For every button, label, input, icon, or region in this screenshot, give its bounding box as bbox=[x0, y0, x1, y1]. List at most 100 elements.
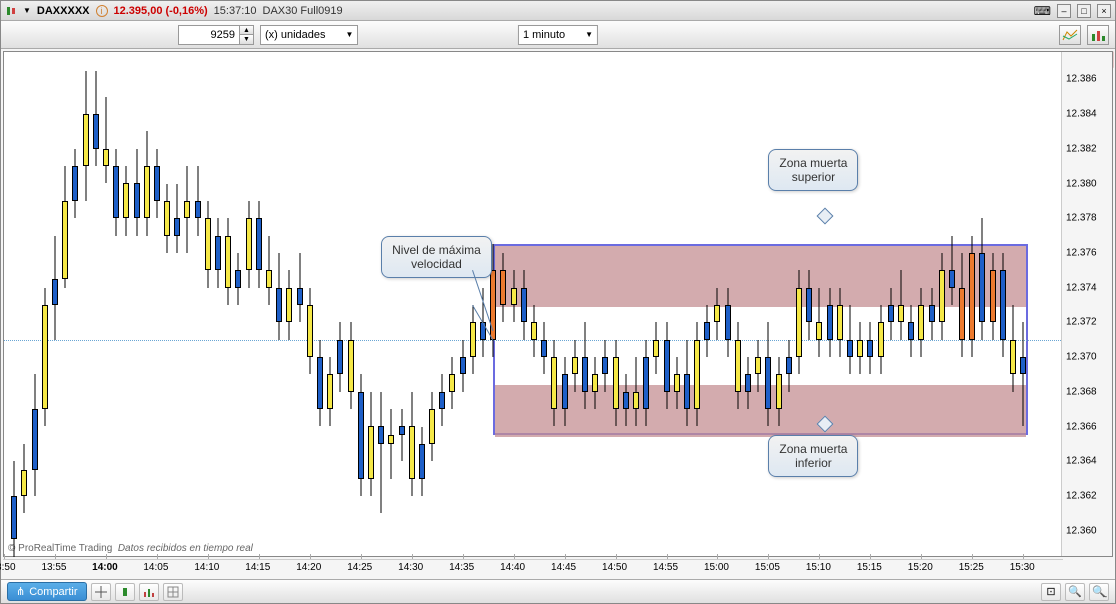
quantity-spinner[interactable]: ▲▼ bbox=[178, 25, 254, 45]
candle bbox=[399, 409, 405, 461]
x-tick-label: 14:35 bbox=[449, 562, 474, 573]
candle bbox=[562, 357, 568, 426]
timeframe-combo[interactable]: 1 minuto ▼ bbox=[518, 25, 598, 45]
tool-candle[interactable] bbox=[115, 583, 135, 601]
candle-icon bbox=[5, 5, 17, 17]
x-tick-label: 15:05 bbox=[755, 562, 780, 573]
time-label: 15:37:10 bbox=[214, 5, 257, 17]
y-tick-label: 12.378 bbox=[1066, 213, 1097, 224]
keyboard-icon[interactable]: ⌨ bbox=[1034, 4, 1051, 18]
x-tick-label: 15:20 bbox=[908, 562, 933, 573]
units-combo[interactable]: (x) unidades ▼ bbox=[260, 25, 358, 45]
zone-upper-band bbox=[495, 246, 1026, 307]
candle bbox=[765, 322, 771, 426]
candle bbox=[939, 253, 945, 340]
candle bbox=[195, 166, 201, 235]
indicator-button-2[interactable] bbox=[1087, 25, 1109, 45]
candle bbox=[368, 392, 374, 496]
dropdown-arrow-icon[interactable]: ▼ bbox=[23, 6, 31, 15]
candle bbox=[439, 374, 445, 426]
candle bbox=[969, 236, 975, 358]
candle bbox=[337, 322, 343, 391]
candle bbox=[500, 253, 506, 322]
x-tick-label: 15:15 bbox=[857, 562, 882, 573]
chart-window: ▼ DAXXXXX i 12.395,00 (-0,16%) 15:37:10 … bbox=[0, 0, 1116, 604]
candle bbox=[827, 288, 833, 357]
candle bbox=[246, 201, 252, 288]
candle bbox=[878, 305, 884, 374]
candle bbox=[541, 322, 547, 374]
candle bbox=[184, 166, 190, 253]
chart-area: © ProRealTime Trading Datos recibidos en… bbox=[3, 51, 1113, 557]
candle bbox=[154, 149, 160, 218]
y-tick-label: 12.380 bbox=[1066, 178, 1097, 189]
zoom-reset[interactable]: ⊡ bbox=[1041, 583, 1061, 601]
spinner-up[interactable]: ▲ bbox=[239, 26, 253, 35]
y-tick-label: 12.376 bbox=[1066, 247, 1097, 258]
indicator-button-1[interactable] bbox=[1059, 25, 1081, 45]
share-icon: ⋔ bbox=[16, 585, 25, 598]
tool-grid[interactable] bbox=[163, 583, 183, 601]
candle bbox=[806, 270, 812, 339]
candle bbox=[317, 340, 323, 427]
y-tick-label: 12.370 bbox=[1066, 352, 1097, 363]
candle bbox=[21, 444, 27, 513]
y-tick-label: 12.368 bbox=[1066, 386, 1097, 397]
callout-zona-superior: Zona muerta superior bbox=[768, 149, 858, 191]
candle bbox=[592, 357, 598, 409]
candle bbox=[174, 184, 180, 253]
y-tick-label: 12.372 bbox=[1066, 317, 1097, 328]
candle bbox=[164, 184, 170, 253]
candle bbox=[837, 288, 843, 357]
candle bbox=[276, 253, 282, 340]
candle bbox=[582, 322, 588, 409]
candle bbox=[11, 461, 17, 556]
candle bbox=[664, 322, 670, 409]
candle bbox=[653, 322, 659, 374]
candle bbox=[235, 253, 241, 305]
zoom-out[interactable]: 🔍- bbox=[1089, 583, 1109, 601]
candle bbox=[613, 340, 619, 427]
zone-lower-band bbox=[495, 385, 1026, 437]
candle bbox=[83, 71, 89, 201]
tool-cursor[interactable] bbox=[91, 583, 111, 601]
x-tick-label: 14:20 bbox=[296, 562, 321, 573]
close-button[interactable]: × bbox=[1097, 4, 1111, 18]
candle bbox=[623, 374, 629, 426]
y-tick-label: 12.382 bbox=[1066, 143, 1097, 154]
chart-canvas[interactable]: © ProRealTime Trading Datos recibidos en… bbox=[4, 52, 1062, 556]
candle bbox=[816, 288, 822, 357]
candle bbox=[786, 340, 792, 392]
candle bbox=[511, 270, 517, 322]
chevron-down-icon: ▼ bbox=[585, 30, 593, 39]
candle bbox=[602, 340, 608, 392]
candle bbox=[694, 322, 700, 426]
zoom-in[interactable]: 🔍 bbox=[1065, 583, 1085, 601]
candle bbox=[144, 131, 150, 235]
y-tick-label: 12.386 bbox=[1066, 74, 1097, 85]
spinner-down[interactable]: ▼ bbox=[239, 35, 253, 44]
candle bbox=[358, 374, 364, 496]
candle bbox=[796, 270, 802, 374]
candle bbox=[103, 97, 109, 184]
x-tick-label: 14:50 bbox=[602, 562, 627, 573]
candle bbox=[847, 305, 853, 374]
candle bbox=[725, 288, 731, 357]
candle bbox=[470, 305, 476, 374]
candle bbox=[551, 340, 557, 427]
share-button[interactable]: ⋔ Compartir bbox=[7, 582, 87, 601]
candle bbox=[460, 340, 466, 392]
minimize-button[interactable]: – bbox=[1057, 4, 1071, 18]
bottom-toolbar: ⋔ Compartir ⊡ 🔍 🔍- bbox=[1, 579, 1115, 603]
info-icon[interactable]: i bbox=[96, 5, 108, 17]
symbol-label: DAXXXXX bbox=[37, 5, 90, 17]
candle bbox=[307, 288, 313, 375]
maximize-button[interactable]: □ bbox=[1077, 4, 1091, 18]
candle bbox=[286, 270, 292, 339]
y-tick-label: 12.366 bbox=[1066, 421, 1097, 432]
quantity-input[interactable] bbox=[179, 26, 239, 44]
tool-chart-type[interactable] bbox=[139, 583, 159, 601]
toolbar: ▲▼ (x) unidades ▼ 1 minuto ▼ bbox=[1, 21, 1115, 49]
candle bbox=[225, 218, 231, 305]
candle bbox=[205, 201, 211, 288]
